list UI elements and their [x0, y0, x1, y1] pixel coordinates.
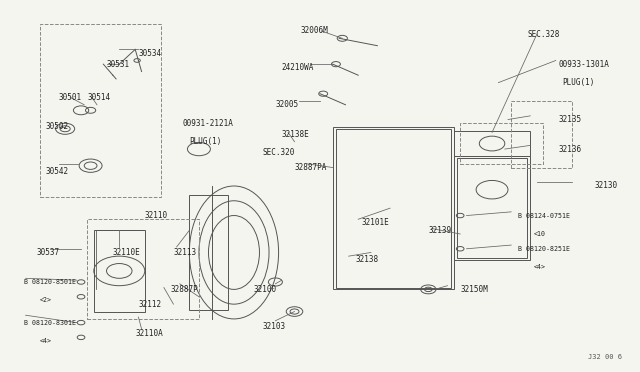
- Text: 32150M: 32150M: [460, 285, 488, 294]
- Bar: [40, 23, 161, 197]
- Bar: [460, 123, 543, 164]
- Text: J32 00 6: J32 00 6: [588, 353, 621, 359]
- Text: 32112: 32112: [138, 300, 161, 309]
- Text: 32138: 32138: [355, 255, 378, 264]
- Text: 32103: 32103: [262, 322, 286, 331]
- Bar: [454, 131, 531, 157]
- Bar: [333, 127, 454, 289]
- Text: 32887PA: 32887PA: [294, 163, 327, 172]
- Bar: [88, 219, 199, 319]
- Text: 32005: 32005: [275, 100, 298, 109]
- Text: 30537: 30537: [36, 248, 60, 257]
- Text: <2>: <2>: [40, 298, 52, 304]
- Text: 00933-1301A: 00933-1301A: [559, 60, 610, 69]
- Text: 32138E: 32138E: [282, 130, 310, 139]
- Text: 30534: 30534: [138, 49, 161, 58]
- Text: B 08120-8301E: B 08120-8301E: [24, 320, 76, 326]
- Text: 32113: 32113: [173, 248, 196, 257]
- Text: 32110E: 32110E: [113, 248, 141, 257]
- Text: 30502: 30502: [46, 122, 69, 131]
- Bar: [94, 230, 145, 311]
- Bar: [454, 157, 531, 260]
- Text: <10: <10: [534, 231, 545, 237]
- Text: 32101E: 32101E: [362, 218, 389, 227]
- Text: 00931-2121A: 00931-2121A: [183, 119, 234, 128]
- Text: 32139: 32139: [428, 226, 451, 235]
- Text: 30514: 30514: [88, 93, 111, 102]
- Text: 32135: 32135: [559, 115, 582, 124]
- Text: SEC.328: SEC.328: [527, 30, 559, 39]
- Text: 32130: 32130: [594, 182, 617, 190]
- Bar: [189, 195, 228, 310]
- Text: B 08124-0751E: B 08124-0751E: [518, 212, 570, 218]
- Text: PLUG(1): PLUG(1): [562, 78, 595, 87]
- Text: 30542: 30542: [46, 167, 69, 176]
- Bar: [457, 158, 527, 258]
- Bar: [336, 129, 451, 288]
- Bar: [511, 101, 572, 167]
- Text: <4>: <4>: [534, 264, 545, 270]
- Text: <4>: <4>: [40, 338, 52, 344]
- Text: 32006M: 32006M: [301, 26, 328, 35]
- Text: B 08120-8251E: B 08120-8251E: [518, 246, 570, 252]
- Text: 32110: 32110: [145, 211, 168, 220]
- Text: 30531: 30531: [106, 60, 130, 69]
- Text: B 08120-8501E: B 08120-8501E: [24, 279, 76, 285]
- Text: 32110A: 32110A: [135, 329, 163, 338]
- Text: 32100: 32100: [253, 285, 276, 294]
- Text: 30501: 30501: [59, 93, 82, 102]
- Text: 32136: 32136: [559, 145, 582, 154]
- Text: 24210WA: 24210WA: [282, 63, 314, 72]
- Text: PLUG(1): PLUG(1): [189, 137, 221, 146]
- Text: SEC.320: SEC.320: [262, 148, 295, 157]
- Text: 32887P: 32887P: [170, 285, 198, 294]
